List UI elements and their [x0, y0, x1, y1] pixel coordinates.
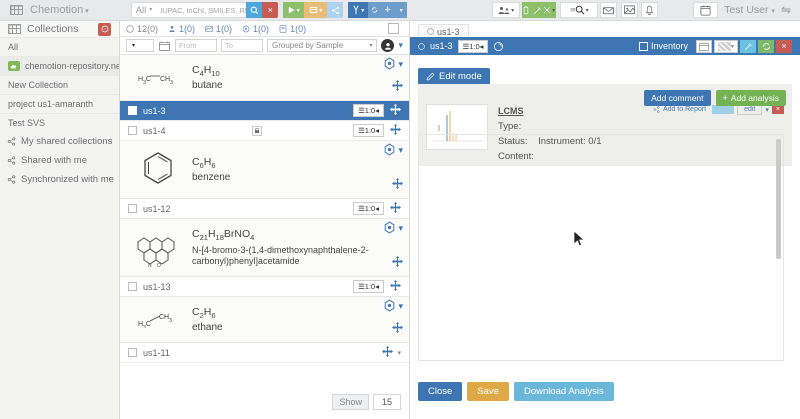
svg-text:H3C: H3C — [138, 321, 151, 328]
svg-text:N: N — [148, 263, 152, 268]
svg-text:CH3: CH3 — [160, 76, 173, 86]
svg-text:O: O — [157, 263, 161, 268]
svg-text:H3C: H3C — [138, 76, 151, 86]
svg-text:CH3: CH3 — [159, 314, 172, 324]
